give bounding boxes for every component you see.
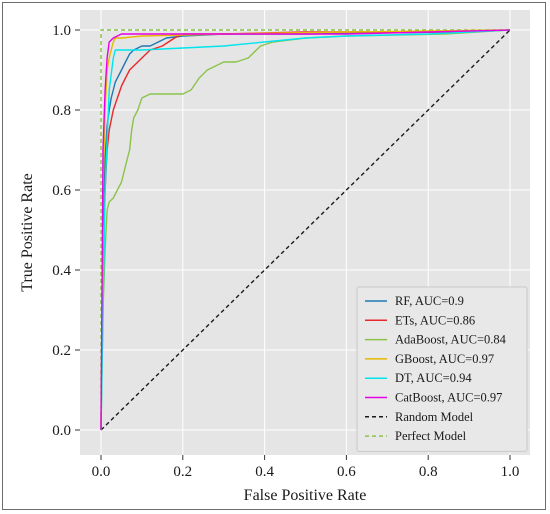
x-tick-label: 0.0 — [92, 464, 111, 480]
grid-lines — [80, 10, 530, 455]
x-tick-label: 0.4 — [255, 464, 274, 480]
legend-label-ets: ETs, AUC=0.86 — [395, 313, 475, 327]
legend-label-rf: RF, AUC=0.9 — [395, 294, 464, 308]
y-tick-label: 0.6 — [52, 183, 71, 199]
legend: RF, AUC=0.9 ETs, AUC=0.86 AdaBoost, AUC=0.… — [356, 286, 528, 452]
series-layer — [100, 29, 511, 431]
y-axis-label: True Positive Rate — [19, 173, 36, 292]
x-axis-label: False Positive Rate — [244, 487, 367, 504]
x-tick-label: 0.8 — [419, 464, 438, 480]
series-line-adaboost — [100, 29, 511, 431]
tick-labels: 0.0 0.2 0.4 0.6 0.8 1.0 0.0 0.2 0.4 0.6 0.8 1.0 — [52, 23, 519, 480]
legend-label-perfect-model: Perfect Model — [395, 429, 467, 443]
y-tick-label: 0.2 — [52, 343, 71, 359]
series-line-random-model — [100, 29, 511, 431]
series-line-perfect-model — [100, 29, 510, 430]
legend-label-adaboost: AdaBoost, AUC=0.84 — [395, 333, 507, 347]
y-tick-label: 0.8 — [52, 103, 71, 119]
legend-label-catboost: CatBoost, AUC=0.97 — [395, 391, 502, 405]
y-tick-label: 1.0 — [52, 23, 71, 39]
series-line-catboost — [100, 29, 511, 431]
x-tick-label: 0.6 — [337, 464, 356, 480]
x-tick-label: 1.0 — [501, 464, 520, 480]
y-tick-label: 0.4 — [52, 263, 71, 279]
series-line-dt — [100, 29, 511, 431]
x-tick-label: 0.2 — [173, 464, 192, 480]
legend-box — [356, 286, 528, 452]
legend-label-dt: DT, AUC=0.94 — [395, 371, 472, 385]
y-tick-label: 0.0 — [52, 423, 71, 439]
legend-label-random-model: Random Model — [395, 410, 474, 424]
legend-label-gboost: GBoost, AUC=0.97 — [395, 352, 494, 366]
